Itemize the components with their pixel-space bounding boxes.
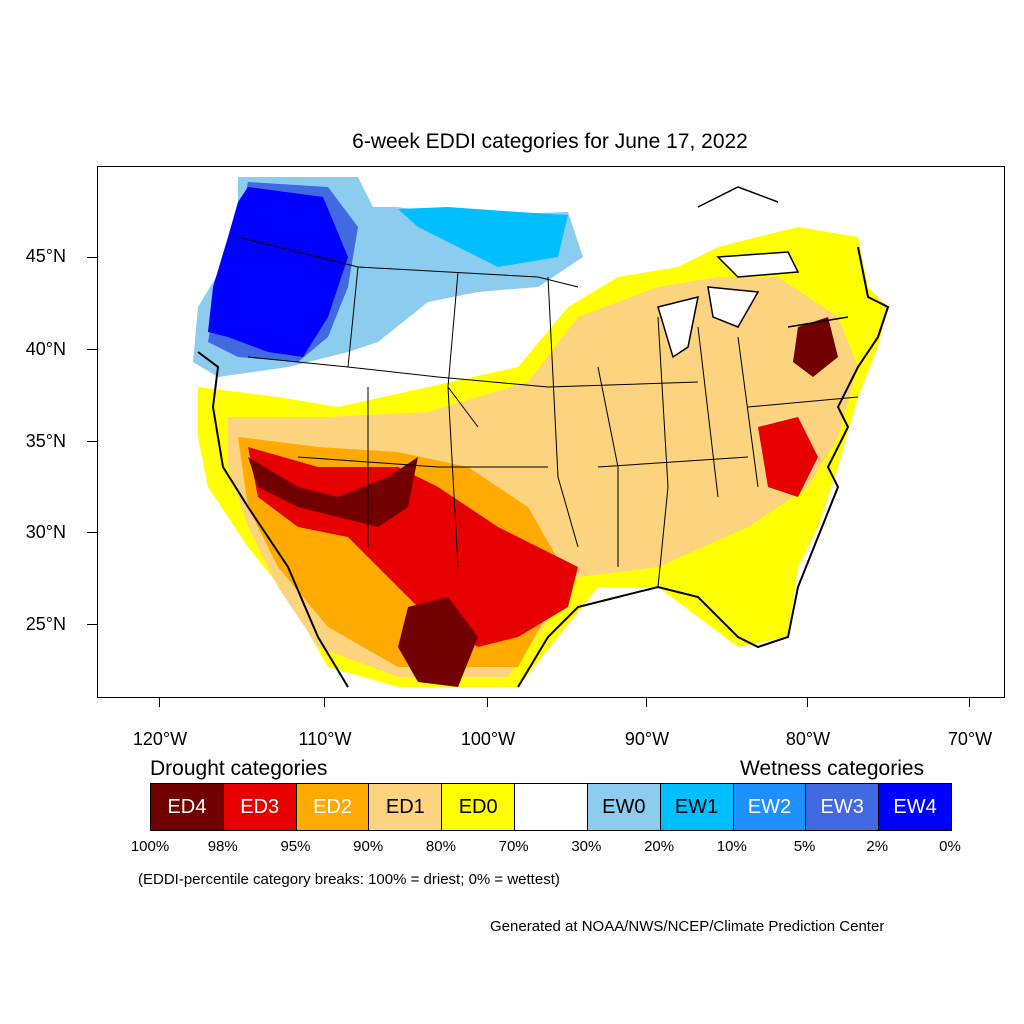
dry-region-ed3-east [758, 417, 818, 497]
percent-label: 0% [939, 838, 961, 855]
lat-label-35: 35°N [25, 431, 66, 451]
lon-label-70: 70°W [947, 729, 993, 749]
legend-swatch-neutral [515, 784, 588, 830]
credit-line: Generated at NOAA/NWS/NCEP/Climate Predi… [490, 918, 885, 935]
great-lakes [657, 251, 800, 359]
lat-label-30: 30°N [25, 522, 66, 542]
lat-label-40: 40°N [25, 339, 66, 359]
percent-label: 90% [353, 838, 384, 855]
eddi-map [97, 166, 1005, 698]
lon-tick [487, 697, 488, 707]
lon-label-120: 120°W [132, 729, 188, 749]
lat-tick [87, 441, 97, 442]
eddi-map-svg [193, 177, 890, 688]
wetness-categories-title: Wetness categories [740, 757, 925, 780]
lat-tick [87, 257, 97, 258]
percent-label: 100% [130, 838, 170, 855]
category-note: (EDDI-percentile category breaks: 100% =… [138, 871, 560, 888]
percent-label: 98% [207, 838, 238, 855]
percent-label: 95% [280, 838, 311, 855]
legend-swatch-ed3: ED3 [223, 784, 297, 830]
lon-tick [646, 697, 647, 707]
percent-label: 20% [644, 838, 675, 855]
percent-label: 30% [571, 838, 602, 855]
lon-label-80: 80°W [785, 729, 831, 749]
map-title: 6-week EDDI categories for June 17, 2022 [352, 130, 748, 153]
legend-swatch-ed1: ED1 [369, 784, 443, 830]
lat-label-45: 45°N [25, 246, 66, 266]
lat-label-25: 25°N [25, 614, 66, 634]
lon-label-110: 110°W [298, 729, 352, 749]
legend-swatch-ew1: EW1 [660, 784, 734, 830]
wet-region-ew1 [398, 207, 568, 267]
percent-label: 5% [793, 838, 816, 855]
percent-label: 2% [866, 838, 889, 855]
wet-region-ew4 [208, 187, 348, 357]
lat-tick [87, 349, 97, 350]
lon-tick [969, 697, 970, 707]
lon-label-100: 100°W [460, 729, 516, 749]
state-borders [237, 236, 859, 588]
percent-label: 70% [498, 838, 529, 855]
dry-region-ed3-ne [793, 317, 838, 377]
lon-tick [324, 697, 325, 707]
legend-swatch-ew2: EW2 [733, 784, 807, 830]
lat-tick [87, 532, 97, 533]
coastline [197, 246, 890, 688]
legend-swatch-ed4: ED4 [151, 784, 224, 830]
lon-tick [807, 697, 808, 707]
lat-tick [87, 624, 97, 625]
legend-swatch-ed0: ED0 [442, 784, 516, 830]
legend-swatch-ew0: EW0 [587, 784, 661, 830]
legend-bar: ED4 ED3 ED2 ED1 ED0 EW0 EW1 EW2 EW3 EW4 [150, 783, 952, 831]
lon-label-90: 90°W [624, 729, 670, 749]
great-lakes-labels [697, 186, 849, 328]
drought-categories-title: Drought categories [150, 757, 328, 780]
legend-swatch-ew4: EW4 [879, 784, 951, 830]
percent-label: 80% [425, 838, 456, 855]
legend-swatch-ew3: EW3 [806, 784, 880, 830]
dry-region-ed4-south [398, 597, 478, 687]
percent-label: 10% [716, 838, 747, 855]
legend-swatch-ed2: ED2 [296, 784, 370, 830]
lon-tick [159, 697, 160, 707]
dry-region-ed4 [248, 457, 418, 527]
